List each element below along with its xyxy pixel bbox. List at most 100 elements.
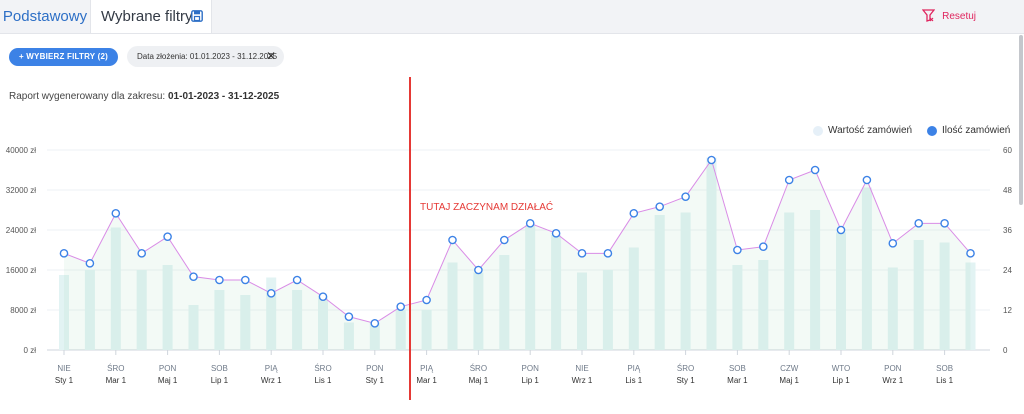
x-tick-label: Wrz 1 xyxy=(882,376,903,385)
x-tick-label: SOB xyxy=(211,364,228,373)
filter-tabs-bar: Podstawowy Wybrane filtry Resetuj xyxy=(0,0,1024,34)
bar xyxy=(84,270,95,350)
y-right-tick-label: 12 xyxy=(1003,306,1012,315)
report-range-value: 01-01-2023 - 31-12-2025 xyxy=(167,91,280,102)
data-point xyxy=(240,275,250,285)
scrollbar[interactable] xyxy=(1019,35,1023,205)
bar xyxy=(628,247,639,350)
bar xyxy=(836,232,846,350)
reset-label: Resetuj xyxy=(942,11,976,22)
y-left-tick-label: 16000 zł xyxy=(6,266,36,275)
bar xyxy=(240,295,251,350)
bar xyxy=(732,265,743,350)
y-right-tick-label: 0 xyxy=(1003,346,1008,355)
bar xyxy=(887,267,898,350)
x-tick-label: PIĄ xyxy=(627,364,641,373)
x-tick-label: Mar 1 xyxy=(416,376,437,385)
bar xyxy=(965,262,976,350)
x-tick-label: Lip 1 xyxy=(832,376,850,385)
data-point xyxy=(655,202,665,211)
reset-button[interactable]: Resetuj xyxy=(922,0,976,33)
x-tick-label: Maj 1 xyxy=(469,376,489,385)
bar xyxy=(292,290,303,350)
bar xyxy=(369,322,380,350)
bar xyxy=(577,272,587,350)
data-point xyxy=(474,265,483,275)
data-point xyxy=(577,249,587,258)
bar xyxy=(706,157,717,350)
tab-basic[interactable]: Podstawowy xyxy=(2,8,88,25)
x-tick-label: Lip 1 xyxy=(522,376,540,385)
bar xyxy=(188,305,199,350)
bar xyxy=(110,227,121,350)
bar xyxy=(395,310,406,350)
bar xyxy=(654,215,665,350)
data-point xyxy=(681,192,690,201)
save-icon[interactable] xyxy=(191,10,203,22)
x-tick-label: PON xyxy=(159,364,177,373)
bar xyxy=(810,210,821,350)
data-point xyxy=(422,295,431,305)
data-point xyxy=(370,319,380,328)
data-point xyxy=(266,289,276,298)
x-tick-label: ŚRO xyxy=(470,364,487,373)
data-point xyxy=(551,229,561,238)
bar xyxy=(680,212,691,350)
series-line xyxy=(63,158,971,324)
y-left-tick-label: 32000 zł xyxy=(6,186,36,195)
legend-label: Ilość zamówień xyxy=(942,125,1011,136)
y-left-tick-label: 40000 zł xyxy=(6,146,36,155)
annotation-label: TUTAJ ZACZYNAM DZIAŁAĆ xyxy=(420,202,554,213)
bar xyxy=(758,260,769,350)
x-tick-label: Maj 1 xyxy=(158,376,178,385)
report-range-text: Raport wygenerowany dla zakresu: 01-01-2… xyxy=(9,91,279,102)
legend-swatch xyxy=(927,126,937,136)
data-point xyxy=(525,219,535,228)
data-point xyxy=(396,302,406,311)
data-point xyxy=(888,239,898,248)
report-range-prefix: Raport wygenerowany dla zakresu: xyxy=(9,91,166,102)
date-filter-chip[interactable]: Data złożenia: 01.01.2023 - 31.12.2025 ✕ xyxy=(127,46,284,67)
x-tick-label: PON xyxy=(884,364,902,373)
x-tick-label: SOB xyxy=(729,364,746,373)
y-right-tick-label: 24 xyxy=(1003,266,1012,275)
tab-selected-filters[interactable]: Wybrane filtry xyxy=(90,0,212,33)
x-tick-label: PON xyxy=(366,364,384,373)
legend-swatch xyxy=(813,126,823,136)
bar xyxy=(214,290,225,350)
data-point xyxy=(759,242,768,251)
x-tick-label: ŚRO xyxy=(677,364,694,373)
bar xyxy=(861,187,872,350)
data-point xyxy=(448,235,457,245)
bar xyxy=(525,225,536,350)
close-icon[interactable]: ✕ xyxy=(265,49,276,63)
legend-item-order-value[interactable]: Wartość zamówień xyxy=(813,125,913,136)
data-point xyxy=(707,155,716,165)
data-point xyxy=(733,245,742,255)
bar xyxy=(551,235,562,350)
y-left-tick-label: 24000 zł xyxy=(6,226,36,235)
legend-item-order-count[interactable]: Ilość zamówień xyxy=(927,125,1011,136)
data-point xyxy=(603,249,613,258)
x-tick-label: Maj 1 xyxy=(779,376,799,385)
x-tick-label: SOB xyxy=(936,364,953,373)
data-point xyxy=(85,259,95,268)
bar xyxy=(318,297,328,350)
date-filter-chip-label: Data złożenia: 01.01.2023 - 31.12.2025 xyxy=(137,52,278,61)
data-point xyxy=(966,249,975,258)
x-tick-label: CZW xyxy=(780,364,799,373)
x-tick-label: Sty 1 xyxy=(676,376,695,385)
y-left-tick-label: 0 zł xyxy=(24,346,37,355)
x-tick-label: Sty 1 xyxy=(55,376,74,385)
choose-filters-button[interactable]: + WYBIERZ FILTRY (2) xyxy=(9,48,118,66)
legend-label: Wartość zamówień xyxy=(828,125,913,136)
x-tick-label: PON xyxy=(522,364,540,373)
y-right-tick-label: 36 xyxy=(1003,226,1012,235)
bar xyxy=(136,270,147,350)
x-tick-label: Lip 1 xyxy=(211,376,229,385)
bar xyxy=(602,270,613,350)
bar xyxy=(162,265,173,350)
data-point xyxy=(59,249,69,258)
bar xyxy=(913,240,924,350)
x-tick-label: Lis 1 xyxy=(936,376,953,385)
